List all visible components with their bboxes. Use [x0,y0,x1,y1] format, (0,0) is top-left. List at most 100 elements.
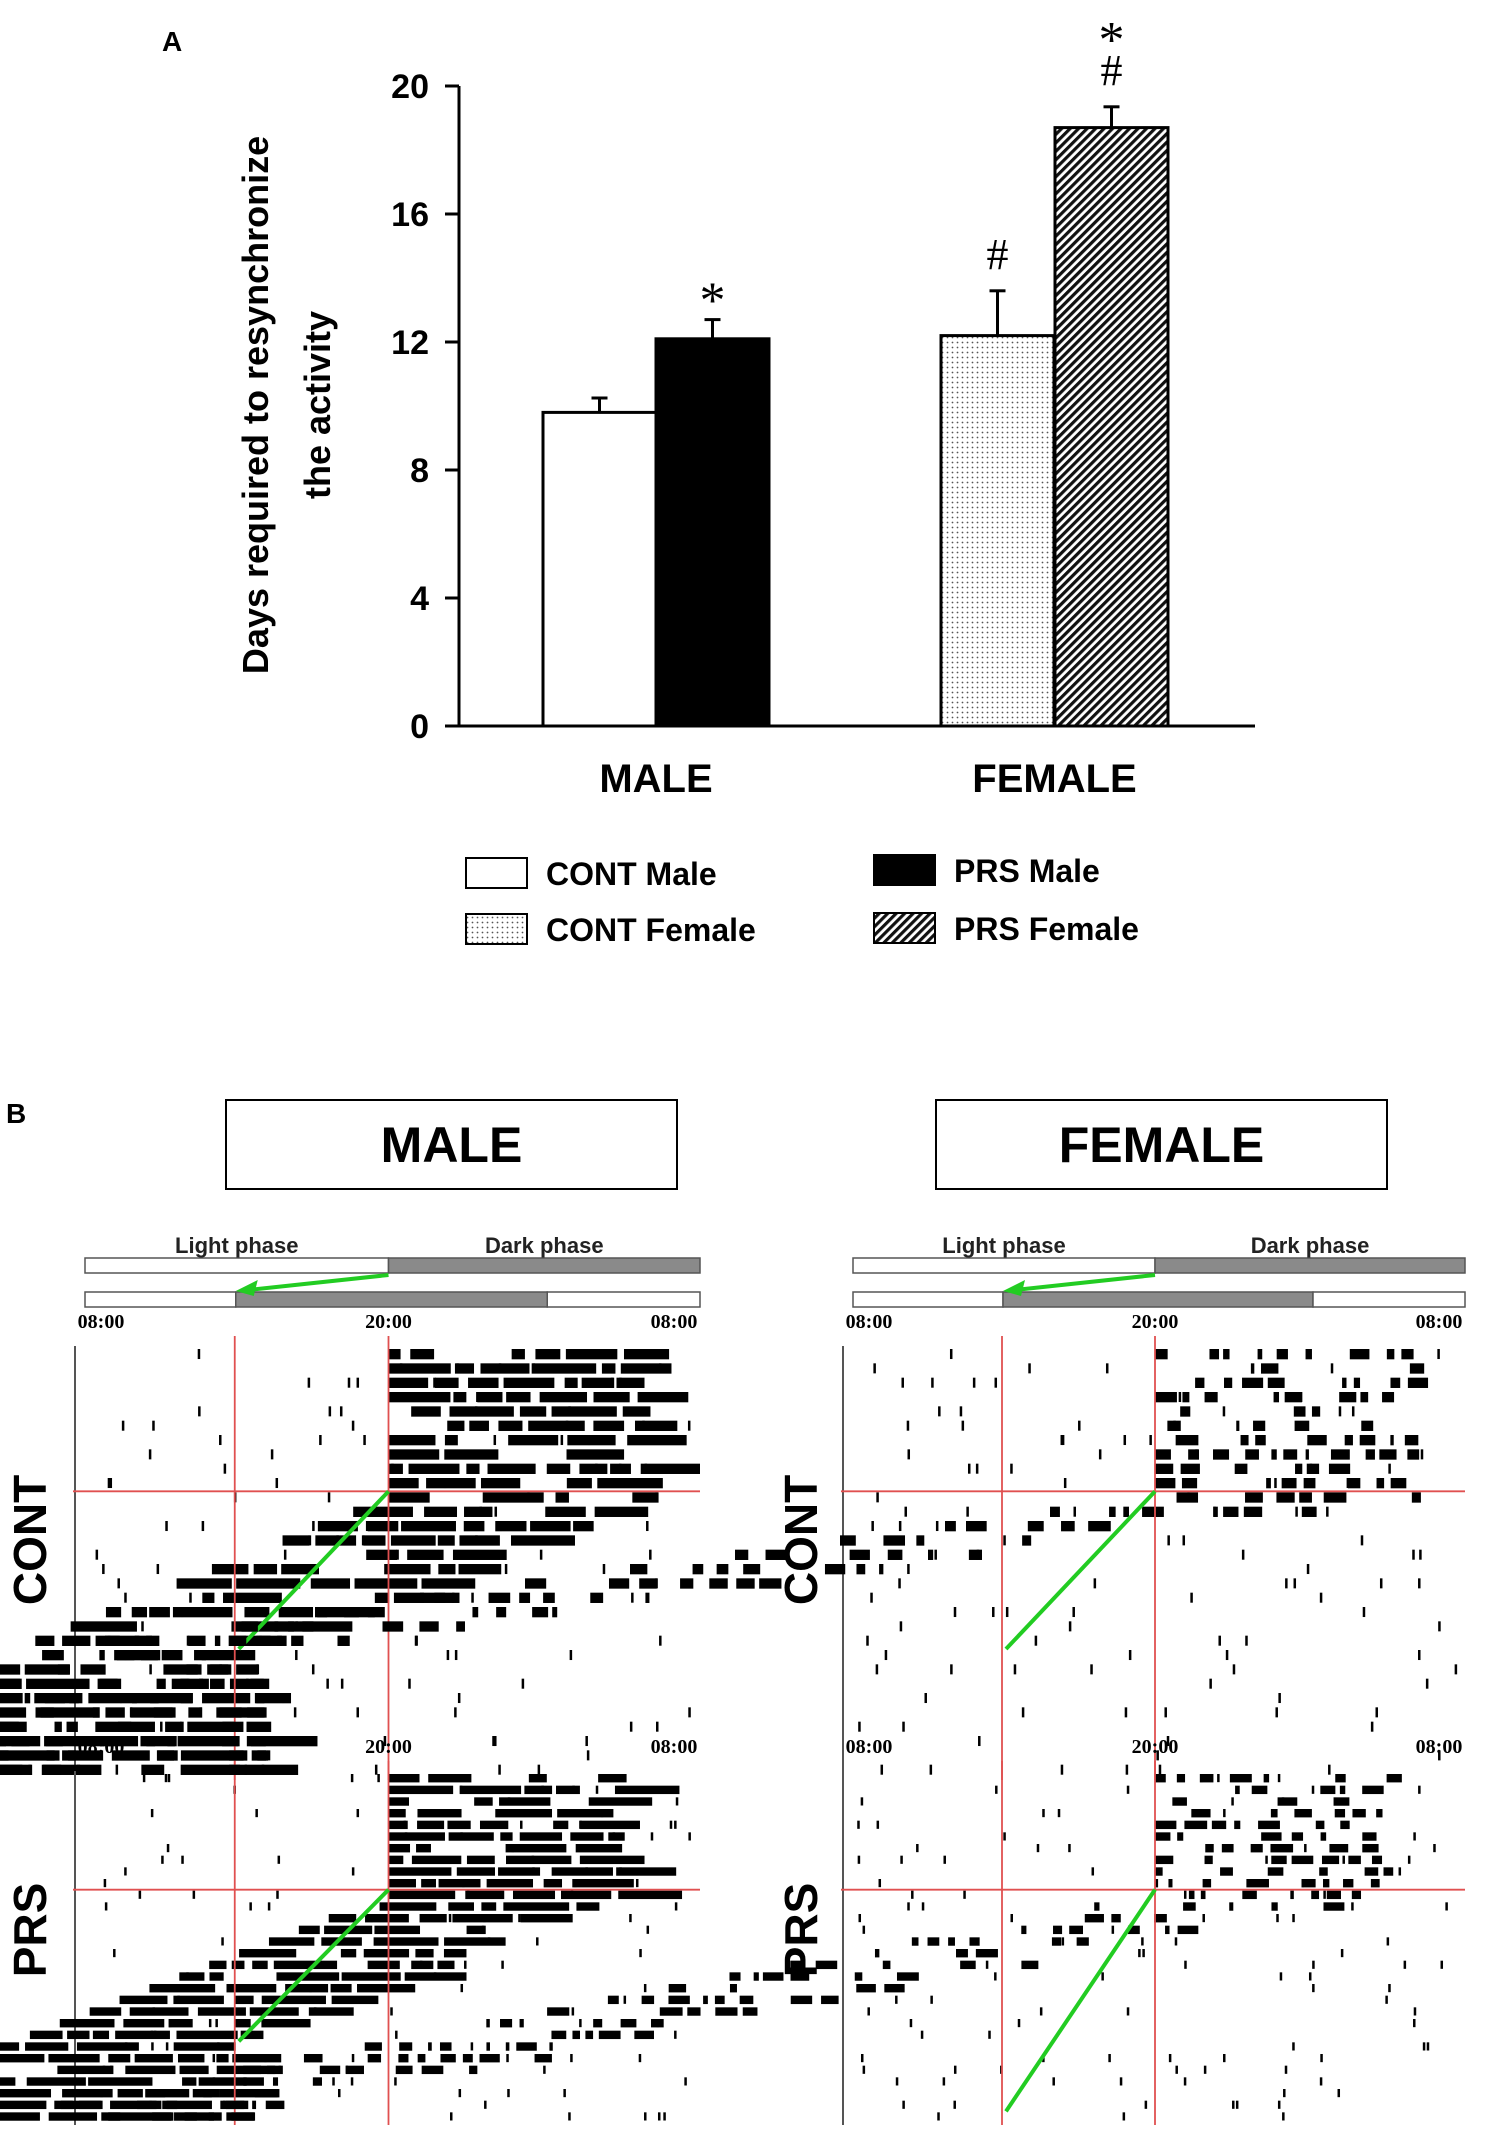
activity-bar [616,1867,677,1876]
activity-tick [862,1925,866,1934]
activity-tick [165,2042,169,2051]
activity-tick [961,1420,965,1431]
activity-tick [365,1521,369,1532]
activity-tick [520,1820,523,1829]
activity-tick [506,2054,509,2063]
activity-tick [186,1635,190,1646]
activity-tick [1326,1506,1329,1517]
activity-tick [164,1774,168,1783]
activity-tick [898,1521,902,1532]
activity-tick [1061,1435,1065,1446]
activity-tick [466,1890,470,1899]
activity-bar [67,2030,90,2040]
activity-tick [104,1902,108,1911]
activity-bar [565,1349,618,1360]
activity-bar [444,1937,506,1946]
legend-label: PRS Male [954,853,1100,889]
activity-bar [508,1435,559,1446]
activity-bar [580,1820,640,1830]
time-label-end: 08:00 [1416,1311,1463,1333]
light-phase-label: Light phase [175,1233,298,1258]
activity-bar [1295,1463,1303,1474]
activity-tick [963,1890,966,1899]
activity-bar [1383,1867,1394,1876]
activity-bar [76,2042,139,2051]
activity-bar [388,1363,451,1374]
activity-tick [916,1844,919,1853]
activity-tick [460,1832,463,1841]
activity-bar [753,1972,759,1981]
activity-bar [192,2089,212,2098]
activity-bar [145,2089,190,2098]
activity-tick [1413,2007,1417,2016]
activity-bar [140,1736,175,1747]
activity-tick [1285,1578,1288,1589]
activity-tick [1338,1406,1342,1417]
activity-tick [493,1435,497,1446]
activity-bar [645,1592,650,1603]
activity-bar [344,1607,359,1618]
activity-bar [519,2019,524,2028]
activity-bar [241,1621,258,1632]
activity-bar [585,2030,594,2040]
activity-tick [543,2065,546,2074]
activity-bar [1177,1925,1199,1935]
activity-tick [579,2019,582,2028]
activity-bar [202,1693,251,1704]
activity-bars [60,1774,1448,2121]
activity-tick [141,1621,144,1632]
activity-bar [173,1995,224,2005]
activity-bar [1360,1392,1369,1403]
activity-bar [519,1406,547,1417]
activity-tick [656,1721,659,1732]
activity-bar [234,1995,254,2005]
activity-tick [1036,1844,1040,1853]
activity-tick [860,1797,864,1806]
activity-bar [1266,1478,1271,1489]
activity-bar [345,2065,364,2075]
activity-tick [319,1435,322,1446]
activity-bar [437,1535,455,1546]
activity-bar [130,1707,176,1718]
activity-bar [496,1607,507,1618]
activity-bar [573,1521,594,1532]
activity-bar [1261,1832,1282,1841]
activity-bar [556,1785,580,1795]
activity-bar [388,1492,430,1503]
activity-bar [424,1506,458,1517]
prs-row-label: PRS [775,1883,827,1978]
activity-bar [388,1820,408,1830]
activity-tick [223,1463,227,1474]
activity-bar [180,1693,193,1704]
activity-tick [394,2077,397,2086]
activity-tick [1175,2065,1178,2074]
activity-tick [531,1855,535,1864]
activity-bar [273,1960,338,1970]
activity-tick [1174,1937,1178,1946]
activity-bar [566,1449,625,1460]
activity-bar [1195,1377,1205,1388]
activity-bar [634,1420,678,1431]
activity-tick [629,1914,632,1923]
activity-bar [1407,1449,1420,1460]
activity-tick [1034,1635,1038,1646]
activity-bar [736,1578,755,1589]
activity-bar [543,1592,555,1603]
activity-bar [510,1535,575,1546]
activity-bar [1165,1925,1170,1935]
activity-bar [398,2054,409,2063]
activity-tick [569,1650,573,1661]
activity-tick [459,1785,463,1794]
activity-bar [856,1984,876,1993]
activity-tick [657,2112,661,2121]
activity-tick [390,2007,393,2016]
activity-bar [506,1392,531,1403]
activity-bar [0,1678,22,1689]
activity-bar [1306,1463,1320,1474]
activity-bar [452,1549,507,1560]
activity-bar [357,1984,416,1993]
activity-bar [229,1764,247,1775]
activity-tick [1293,1578,1297,1589]
activity-tick [156,1564,160,1575]
